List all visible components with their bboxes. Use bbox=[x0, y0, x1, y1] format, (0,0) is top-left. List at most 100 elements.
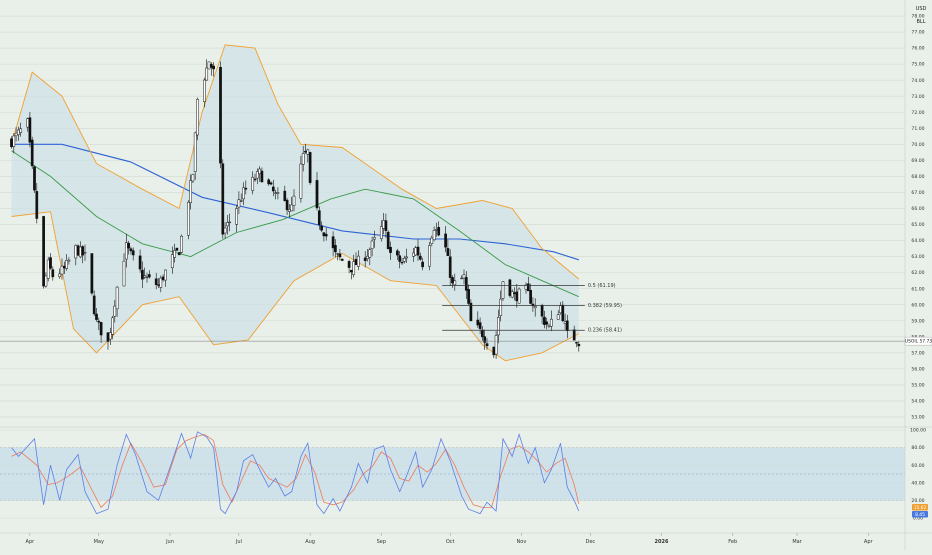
candle-body bbox=[547, 325, 551, 327]
candle-body bbox=[26, 118, 29, 128]
stochastic-tick-label: 100.00 bbox=[910, 428, 926, 434]
price-tick-label: 71.00 bbox=[911, 126, 924, 132]
price-tick-label: 66.00 bbox=[911, 206, 924, 212]
candle-body bbox=[193, 132, 197, 172]
candle-body bbox=[437, 227, 441, 236]
candle-body bbox=[271, 186, 275, 192]
stochastic-value-badge bbox=[912, 511, 928, 518]
candle-body bbox=[49, 257, 52, 269]
candle-body bbox=[561, 304, 565, 322]
candle-body bbox=[90, 253, 94, 294]
price-tick-label: 75.00 bbox=[911, 62, 924, 68]
candle-body bbox=[556, 314, 560, 320]
candle-body bbox=[14, 132, 18, 137]
candle-body bbox=[416, 246, 420, 256]
unit-label[interactable]: BLL bbox=[916, 19, 925, 25]
stochastic-tick-label: 0.00 bbox=[913, 516, 923, 522]
candle-body bbox=[396, 250, 399, 256]
fib-level-label: 0.382 (59.95) bbox=[588, 303, 622, 309]
candle-body bbox=[187, 201, 190, 236]
candle-body bbox=[205, 67, 209, 81]
candle-body bbox=[235, 208, 238, 225]
candle-body bbox=[460, 277, 464, 280]
price-tick-label: 73.00 bbox=[911, 94, 924, 100]
price-tick-label: 68.00 bbox=[911, 174, 924, 180]
candle-body bbox=[207, 61, 211, 70]
candle-body bbox=[485, 343, 489, 347]
candle-body bbox=[559, 305, 562, 314]
candle-body bbox=[258, 168, 261, 174]
candle-body bbox=[508, 279, 512, 296]
candle-body bbox=[513, 292, 516, 295]
bollinger-upper-line bbox=[11, 44, 580, 280]
candle-body bbox=[255, 171, 259, 179]
candle-body bbox=[389, 246, 392, 253]
candle-body bbox=[161, 276, 165, 281]
candle-body bbox=[301, 153, 305, 165]
time-tick-label: 2026 bbox=[655, 539, 669, 545]
candle-body bbox=[46, 259, 50, 279]
candle-body bbox=[175, 247, 179, 251]
stochastic-band bbox=[0, 447, 905, 501]
candle-body bbox=[288, 209, 291, 212]
price-tick-label: 67.00 bbox=[911, 190, 924, 196]
candle-body bbox=[228, 221, 232, 224]
currency-label[interactable]: USD bbox=[916, 6, 927, 12]
last-price-badge bbox=[904, 336, 932, 346]
candle-body bbox=[467, 289, 470, 304]
candle-body bbox=[405, 256, 408, 259]
candle-body bbox=[497, 317, 500, 336]
stochastic-tick-label: 60.00 bbox=[911, 463, 924, 469]
candle-body bbox=[51, 269, 55, 278]
candle-body bbox=[65, 260, 68, 269]
candle-body bbox=[111, 317, 114, 335]
candle-body bbox=[237, 199, 241, 208]
stochastic-k-line bbox=[11, 431, 580, 515]
candle-body bbox=[414, 247, 418, 256]
candle-body bbox=[370, 240, 374, 249]
candle-body bbox=[338, 253, 342, 258]
candle-body bbox=[127, 242, 130, 249]
candle-body bbox=[453, 280, 457, 286]
candle-body bbox=[572, 329, 576, 341]
candle-body bbox=[129, 248, 133, 252]
candle-body bbox=[545, 321, 549, 325]
candle-body bbox=[189, 180, 192, 203]
candle-body bbox=[180, 235, 183, 253]
stochastic-d-line bbox=[11, 433, 580, 509]
time-tick-label: Nov bbox=[517, 539, 527, 545]
candle-body bbox=[575, 342, 578, 344]
time-tick-label: Mar bbox=[792, 539, 802, 545]
candle-body bbox=[448, 256, 452, 278]
candle-body bbox=[143, 275, 147, 278]
candle-body bbox=[30, 139, 34, 167]
candle-body bbox=[267, 179, 271, 185]
sma-blue-line bbox=[11, 143, 579, 261]
candle-body bbox=[421, 261, 424, 268]
candle-body bbox=[28, 117, 32, 143]
price-tick-label: 53.00 bbox=[911, 415, 924, 421]
candle-body bbox=[356, 255, 360, 267]
candle-body bbox=[499, 298, 503, 316]
stochastic-value-badge bbox=[912, 504, 928, 511]
price-tick-label: 62.00 bbox=[911, 270, 924, 276]
candle-body bbox=[260, 170, 264, 183]
candle-body bbox=[304, 150, 307, 153]
candle-body bbox=[510, 291, 514, 298]
candle-body bbox=[352, 261, 356, 275]
candle-body bbox=[203, 79, 206, 102]
candle-body bbox=[276, 192, 280, 194]
price-tick-label: 70.00 bbox=[911, 142, 924, 148]
candle-body bbox=[147, 274, 151, 278]
candle-body bbox=[526, 283, 530, 292]
candle-body bbox=[173, 250, 176, 258]
candle-body bbox=[12, 135, 16, 147]
candle-body bbox=[244, 187, 248, 190]
candle-body bbox=[543, 316, 546, 325]
candle-body bbox=[494, 335, 498, 355]
stochastic-tick-label: 20.00 bbox=[911, 498, 924, 504]
candle-body bbox=[191, 174, 195, 182]
candle-body bbox=[44, 275, 48, 287]
candle-body bbox=[124, 242, 128, 260]
